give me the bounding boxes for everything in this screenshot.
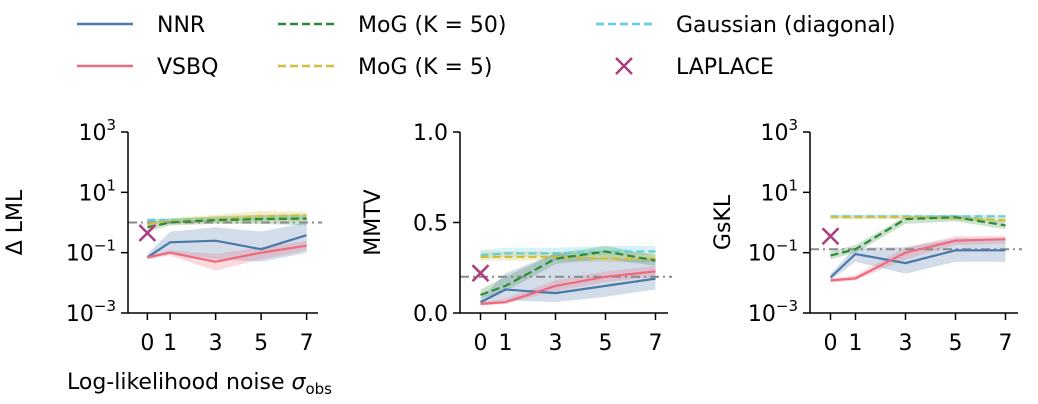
y-tick-label: 103 <box>78 116 116 146</box>
legend-label: Gaussian (diagonal) <box>676 13 896 38</box>
series-line-mog5 <box>147 214 307 225</box>
legend-entry-mog50: MoG (K = 50) <box>278 13 507 38</box>
laplace-marker <box>471 264 490 283</box>
legend-entry-laplace: LAPLACE <box>615 55 774 80</box>
y-tick-label: 10−1 <box>66 237 116 267</box>
legend-entry-nnr: NNR <box>77 13 205 38</box>
panel-3: 10−3 10−1 101 103 0 1 3 5 7 GsKL <box>711 116 1022 356</box>
series-line-nnr <box>146 234 307 259</box>
legend-entry-mog5: MoG (K = 5) <box>278 55 493 80</box>
legend-entry-vsbq: VSBQ <box>77 55 218 80</box>
series-line-mog5 <box>480 255 656 260</box>
legend: NNR VSBQ MoG (K = 50) MoG (K = 5) Gaussian (… <box>77 13 896 80</box>
series-line-gaussian <box>147 217 307 222</box>
laplace-marker <box>821 227 840 246</box>
series-line-vsbq <box>147 244 307 263</box>
x-tick-label: 3 <box>899 331 913 356</box>
series-line-mog50 <box>147 217 307 229</box>
y-axis-label: MMTV <box>361 189 386 255</box>
legend-marker-laplace <box>615 57 633 75</box>
x-tick-label: 1 <box>163 331 177 356</box>
legend-label: LAPLACE <box>676 55 774 80</box>
panel-2: 0.0 0.5 1.0 0 1 3 5 7 MMTV <box>361 121 672 356</box>
x-tick-label: 7 <box>649 331 663 356</box>
y-tick-label: 103 <box>760 116 798 146</box>
y-tick-label: 101 <box>78 176 116 206</box>
x-tick-label: 3 <box>209 331 223 356</box>
x-tick-label: 0 <box>824 331 838 356</box>
legend-label: MoG (K = 5) <box>358 55 493 80</box>
series-line-nnr <box>480 277 656 304</box>
series-line-vsbq <box>830 238 1006 282</box>
y-tick-label: 0.5 <box>413 212 448 237</box>
y-tick-label: 0.0 <box>413 302 448 327</box>
band-vsbq <box>830 235 1006 283</box>
legend-label: MoG (K = 50) <box>358 13 507 38</box>
y-tick-label: 10−3 <box>748 297 798 327</box>
y-tick-label: 10−3 <box>66 297 116 327</box>
x-tick-label: 3 <box>549 331 563 356</box>
x-tick-label: 5 <box>949 331 963 356</box>
x-tick-label: 7 <box>999 331 1013 356</box>
y-axis-label: Δ LML <box>3 189 28 255</box>
panel-1: 10−3 10−1 101 103 0 1 3 5 7 Δ LML <box>3 116 322 356</box>
x-tick-label: 5 <box>254 331 268 356</box>
y-axis-label: GsKL <box>711 194 736 250</box>
x-tick-label: 1 <box>849 331 863 356</box>
laplace-marker <box>138 224 157 242</box>
legend-entry-gaussian: Gaussian (diagonal) <box>596 13 896 38</box>
legend-label: VSBQ <box>157 55 218 80</box>
series-line-mog50 <box>830 216 1006 257</box>
series-line-mog50 <box>480 250 656 296</box>
y-tick-label: 101 <box>760 176 798 206</box>
series-line-gaussian <box>480 250 656 257</box>
x-tick-label: 0 <box>474 331 488 356</box>
x-tick-label: 7 <box>300 331 314 356</box>
x-tick-label: 0 <box>140 331 154 356</box>
y-tick-label: 10−1 <box>748 237 798 267</box>
x-tick-label: 1 <box>499 331 513 356</box>
legend-label: NNR <box>157 13 205 38</box>
band-mog50 <box>480 246 656 299</box>
series-line-nnr <box>829 249 1006 279</box>
series-line-vsbq <box>480 270 656 305</box>
x-axis-label: Log-likelihood noise σobs <box>67 370 332 398</box>
series-line-mog5 <box>830 216 1006 222</box>
x-tick-label: 5 <box>599 331 613 356</box>
y-tick-label: 1.0 <box>413 121 448 146</box>
